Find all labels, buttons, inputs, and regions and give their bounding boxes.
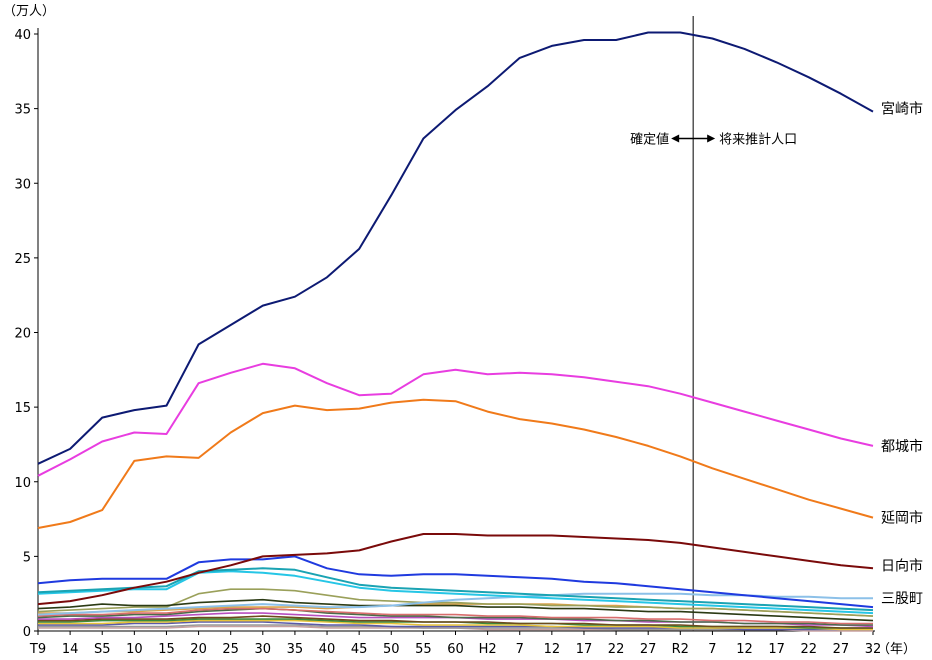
y-tick-label: 20 xyxy=(14,327,31,342)
x-tick-label: 12 xyxy=(544,642,561,657)
x-tick-label: 50 xyxy=(383,642,400,657)
annotation-projection: 将来推計人口 xyxy=(719,131,797,147)
series-line xyxy=(37,31,874,465)
series-line xyxy=(37,533,874,606)
series-label: 日向市 xyxy=(881,557,923,574)
series-line xyxy=(38,621,873,631)
series-line xyxy=(38,615,873,629)
y-tick-label: 10 xyxy=(14,476,31,491)
series-line xyxy=(37,598,874,622)
series-line xyxy=(37,607,873,625)
x-tick-label: 22 xyxy=(608,642,625,657)
x-tick-label: 25 xyxy=(222,642,239,657)
x-tick-label: R2 xyxy=(672,642,689,657)
y-tick-label: 40 xyxy=(14,28,31,43)
x-tick-label: 40 xyxy=(319,642,336,657)
y-tick-label: 30 xyxy=(14,177,31,192)
y-axis-unit-label: （万人） xyxy=(3,4,55,19)
x-tick-label: 17 xyxy=(576,642,593,657)
series-line xyxy=(37,555,874,609)
series-line xyxy=(37,607,873,626)
series-label: 都城市 xyxy=(881,438,923,455)
series-line xyxy=(37,570,874,615)
x-tick-label: 60 xyxy=(447,642,464,657)
series-line xyxy=(37,567,874,612)
arrow-right-head xyxy=(707,134,716,143)
series-line xyxy=(37,588,874,617)
x-tick-label: 27 xyxy=(640,642,657,657)
series-line xyxy=(38,619,873,631)
x-tick-label: 22 xyxy=(800,642,817,657)
annotation-layer: 確定値 将来推計人口 xyxy=(630,131,797,147)
axes-layer: 0 5 10 15 20 25 30 35 40 T9 14 S5 10 15 20 25 30 35 40 45 50… xyxy=(14,16,881,657)
y-tick-label: 25 xyxy=(14,252,31,267)
x-axis-unit-label: （年） xyxy=(877,642,916,657)
x-tick-label: T9 xyxy=(29,642,46,657)
x-tick-label: 27 xyxy=(833,642,850,657)
x-tick-label: 7 xyxy=(516,642,524,657)
x-tick-label: 55 xyxy=(415,642,432,657)
annotation-confirmed: 確定値 xyxy=(630,131,669,147)
series-label: 三股町 xyxy=(881,591,923,607)
x-tick-label: 20 xyxy=(190,642,207,657)
y-tick-label: 0 xyxy=(23,625,31,640)
x-tick-label: 32 xyxy=(865,642,882,657)
x-tick-label: S5 xyxy=(94,642,111,657)
x-tick-label: 45 xyxy=(351,642,368,657)
y-tick-label: 5 xyxy=(23,550,31,565)
series-line xyxy=(37,362,874,477)
y-tick-label: 15 xyxy=(14,401,31,416)
x-tick-label: 17 xyxy=(768,642,785,657)
series-layer xyxy=(37,31,874,632)
series-line xyxy=(37,398,874,529)
x-tick-label: 35 xyxy=(287,642,304,657)
series-label: 延岡市 xyxy=(881,510,923,527)
x-tick-label: H2 xyxy=(479,642,497,657)
series-label: 宮崎市 xyxy=(881,101,923,118)
x-tick-label: 15 xyxy=(158,642,175,657)
y-tick-label: 35 xyxy=(14,103,31,118)
x-tick-label: 30 xyxy=(255,642,272,657)
x-tick-label: 14 xyxy=(62,642,79,657)
x-tick-label: 7 xyxy=(708,642,716,657)
x-tick-label: 10 xyxy=(126,642,143,657)
x-tick-label: 12 xyxy=(736,642,753,657)
arrow-left-head xyxy=(671,134,680,143)
